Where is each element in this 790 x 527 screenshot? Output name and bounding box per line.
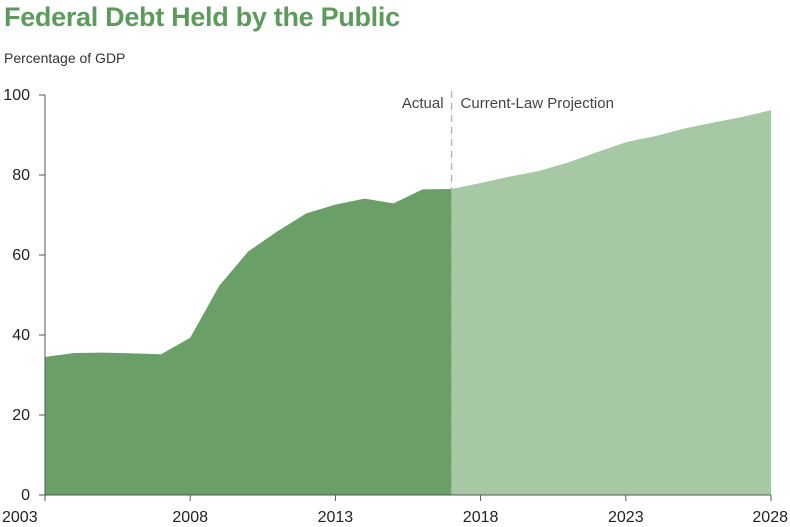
- x-tick-label: 2008: [172, 509, 208, 526]
- y-tick-label: 60: [12, 247, 30, 264]
- y-tick-label: 20: [12, 407, 30, 424]
- y-tick-label: 100: [3, 87, 30, 104]
- y-axis-label: Percentage of GDP: [4, 50, 126, 66]
- x-tick-label: 2003: [2, 509, 38, 526]
- x-tick-label: 2023: [608, 509, 644, 526]
- annotation-projection: Current-Law Projection: [461, 95, 614, 112]
- series-area-actual: [45, 189, 452, 495]
- series-area-projection: [451, 110, 771, 495]
- y-tick-label: 40: [12, 327, 30, 344]
- chart-title: Federal Debt Held by the Public: [4, 2, 400, 32]
- y-tick-label: 80: [12, 167, 30, 184]
- annotation-actual: Actual: [402, 95, 444, 112]
- x-tick-label: 2028: [752, 509, 788, 526]
- x-tick-label: 2018: [463, 509, 499, 526]
- y-tick-label: 0: [21, 487, 30, 504]
- x-tick-label: 2013: [318, 509, 354, 526]
